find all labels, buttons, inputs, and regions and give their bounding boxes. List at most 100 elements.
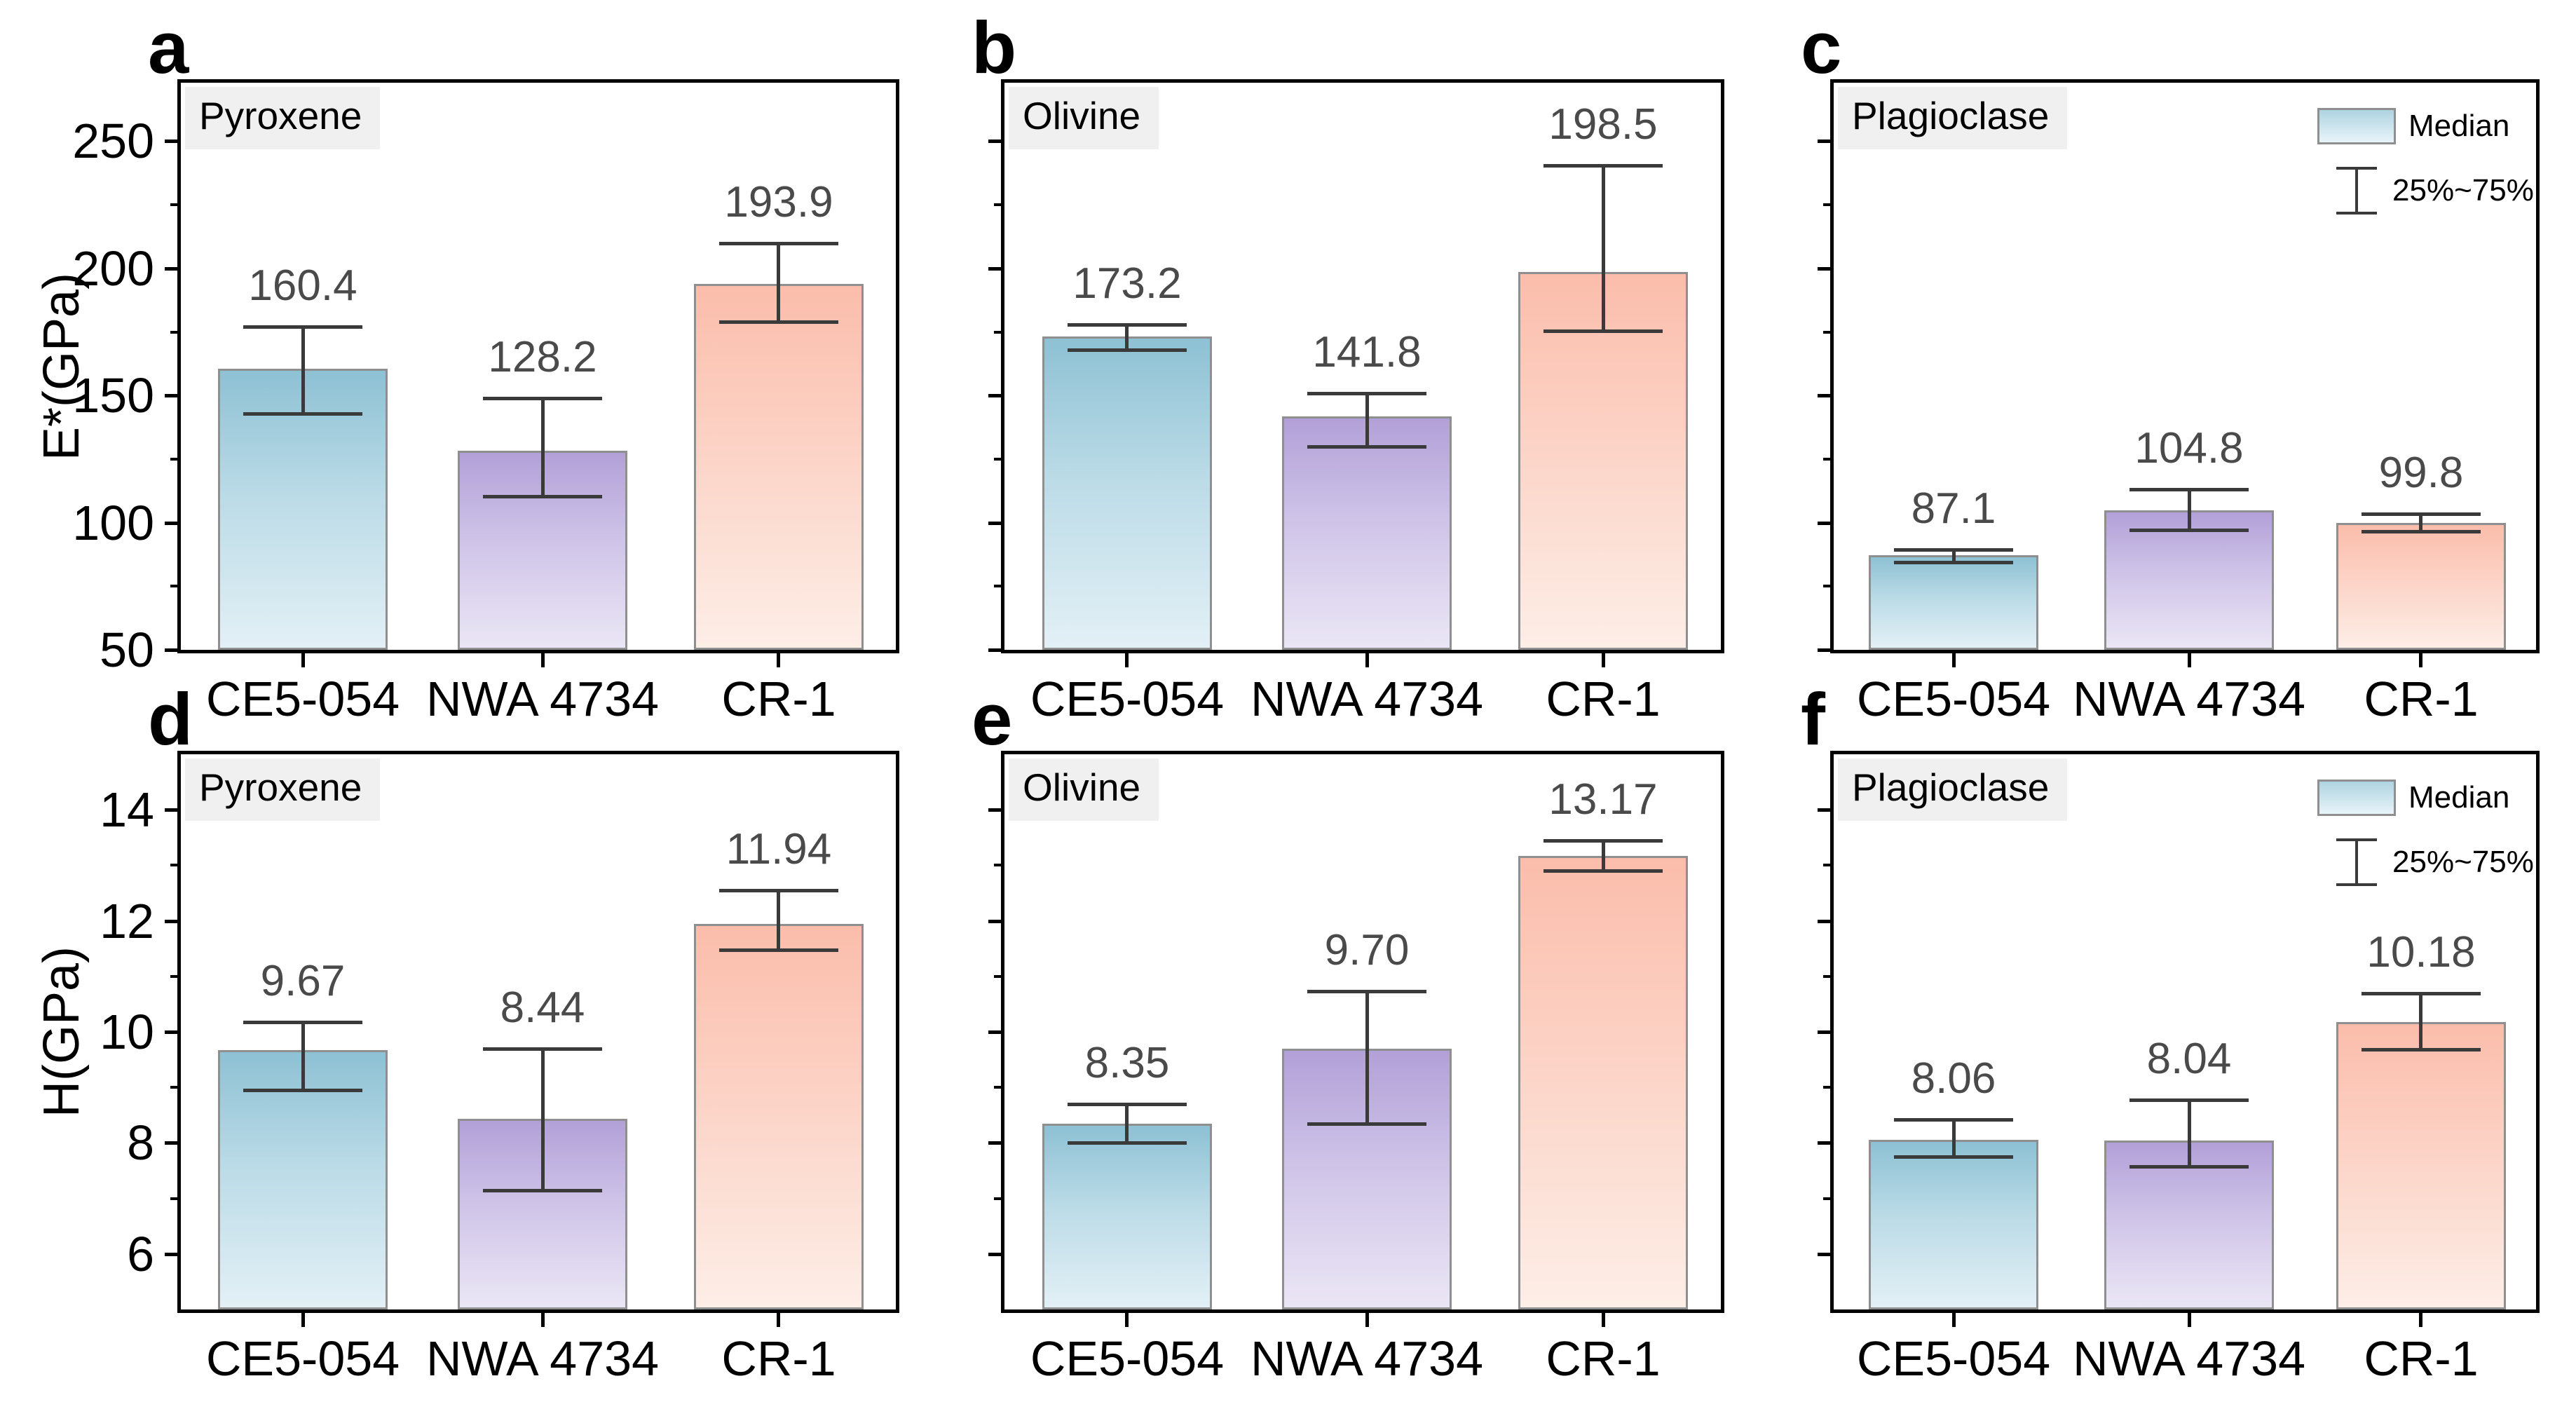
panel-title: Pyroxene	[185, 758, 381, 821]
value-label: 160.4	[248, 261, 357, 310]
error-bar-cap-top	[1543, 839, 1663, 843]
x-tick-label: CR-1	[1546, 672, 1661, 726]
value-label: 141.8	[1312, 328, 1422, 376]
error-bar-cap-top	[719, 242, 838, 245]
error-bar-cap-top	[719, 889, 838, 892]
x-tick-label: CE5-054	[1856, 672, 2051, 726]
value-label: 8.04	[2146, 1035, 2232, 1083]
y-tick-label: 50	[100, 622, 154, 677]
y-minor-tick	[994, 864, 1001, 866]
legend-median-swatch	[2317, 780, 2396, 816]
error-bar-line	[541, 398, 545, 496]
legend-range-label: 25%~75%	[2392, 173, 2534, 207]
error-bar-cap-top	[2129, 1098, 2249, 1102]
value-label: 8.35	[1084, 1039, 1170, 1087]
error-bar-cap-top	[483, 1047, 602, 1051]
y-minor-tick	[994, 331, 1001, 334]
error-bar-line	[777, 243, 780, 322]
y-major-tick	[1818, 139, 1830, 143]
x-tick	[1952, 653, 1956, 667]
y-major-tick	[1818, 648, 1830, 652]
y-major-tick	[165, 920, 177, 923]
error-bar-cap-bottom	[2129, 529, 2249, 532]
x-tick	[1602, 653, 1605, 667]
y-major-tick	[988, 1030, 1001, 1034]
y-axis-title: E*(GPa)	[34, 272, 90, 461]
y-major-tick	[1818, 1030, 1830, 1034]
value-label: 8.06	[1911, 1054, 1996, 1103]
error-bar-cap-top	[1543, 164, 1663, 168]
x-tick-label: NWA 4734	[425, 1331, 660, 1386]
y-minor-tick	[170, 203, 177, 206]
error-bar-line	[1125, 1104, 1129, 1143]
y-minor-tick	[994, 975, 1001, 978]
error-bar-cap-top	[1894, 548, 2013, 552]
value-label: 9.70	[1324, 926, 1410, 974]
x-tick-label: CE5-054	[1030, 1331, 1225, 1386]
y-minor-tick	[170, 1086, 177, 1089]
y-minor-tick	[1823, 203, 1830, 206]
error-bar-line	[301, 327, 305, 413]
value-label: 128.2	[488, 333, 597, 381]
y-major-tick	[165, 522, 177, 525]
panel-a-plot: 250 200 150 100 50 Pyroxene 160.4 CE5-054 128.2 N…	[72, 79, 899, 726]
error-bar-line	[1365, 991, 1369, 1123]
error-bar-cap-top	[243, 325, 362, 329]
y-major-tick	[1818, 920, 1830, 923]
error-bar-cap-top	[2362, 992, 2481, 995]
value-label: 10.18	[2366, 928, 2476, 976]
y-minor-tick	[994, 458, 1001, 461]
x-tick-label: CE5-054	[1030, 672, 1225, 726]
y-minor-tick	[994, 585, 1001, 587]
y-tick-label: 6	[127, 1227, 154, 1281]
error-bar-cap-bottom	[483, 495, 602, 498]
panel-letter-a: a	[148, 7, 189, 89]
bar-ce5-054	[1042, 336, 1212, 650]
bar-ce5-054	[1042, 1124, 1212, 1309]
x-tick	[541, 1313, 545, 1327]
y-major-tick	[988, 267, 1001, 271]
bar-cr-1	[1518, 856, 1688, 1309]
value-label: 104.8	[2134, 424, 2244, 472]
y-minor-tick	[1823, 585, 1830, 587]
y-major-tick	[1818, 394, 1830, 397]
panel-letter-c: c	[1801, 7, 1842, 89]
y-minor-tick	[994, 1197, 1001, 1200]
y-major-tick	[165, 267, 177, 271]
x-tick-label: CR-1	[1546, 1331, 1661, 1386]
value-label: 11.94	[725, 825, 832, 873]
error-bar-cap-bottom	[1894, 561, 2013, 564]
panel-b-plot: Olivine 173.2 CE5-054 141.8 NWA 4734 198.5 CR-…	[988, 79, 1724, 726]
value-label: 87.1	[1911, 484, 1996, 533]
y-minor-tick	[170, 975, 177, 978]
x-tick-label: CE5-054	[205, 1331, 400, 1386]
y-major-tick	[165, 139, 177, 143]
y-major-tick	[1818, 808, 1830, 812]
x-tick	[1952, 1313, 1956, 1327]
legend-whisker-cap-bottom	[2336, 883, 2377, 886]
bar-cr-1	[694, 924, 864, 1309]
y-major-tick	[988, 139, 1001, 143]
y-major-tick	[988, 394, 1001, 397]
value-label: 13.17	[1548, 775, 1658, 824]
legend-range-label: 25%~75%	[2392, 845, 2534, 879]
error-bar-line	[2419, 993, 2422, 1050]
y-minor-tick	[994, 203, 1001, 206]
y-tick-label: 10	[100, 1005, 154, 1059]
legend-median-label: Median	[2408, 780, 2510, 815]
y-major-tick	[165, 1141, 177, 1145]
x-tick-label: NWA 4734	[1250, 1331, 1484, 1386]
legend-whisker-line	[2355, 167, 2358, 213]
x-tick-label: CR-1	[2364, 1331, 2479, 1386]
x-tick-label: NWA 4734	[2072, 1331, 2306, 1386]
y-major-tick	[165, 1253, 177, 1256]
error-bar-cap-bottom	[1068, 1141, 1187, 1145]
y-major-tick	[165, 1030, 177, 1034]
panel-letter-e: e	[972, 679, 1013, 761]
x-tick	[2188, 1313, 2191, 1327]
x-tick	[777, 653, 780, 667]
bar-ce5-054	[218, 1050, 388, 1309]
error-bar-cap-bottom	[1307, 445, 1426, 449]
error-bar-cap-top	[1068, 1103, 1187, 1106]
